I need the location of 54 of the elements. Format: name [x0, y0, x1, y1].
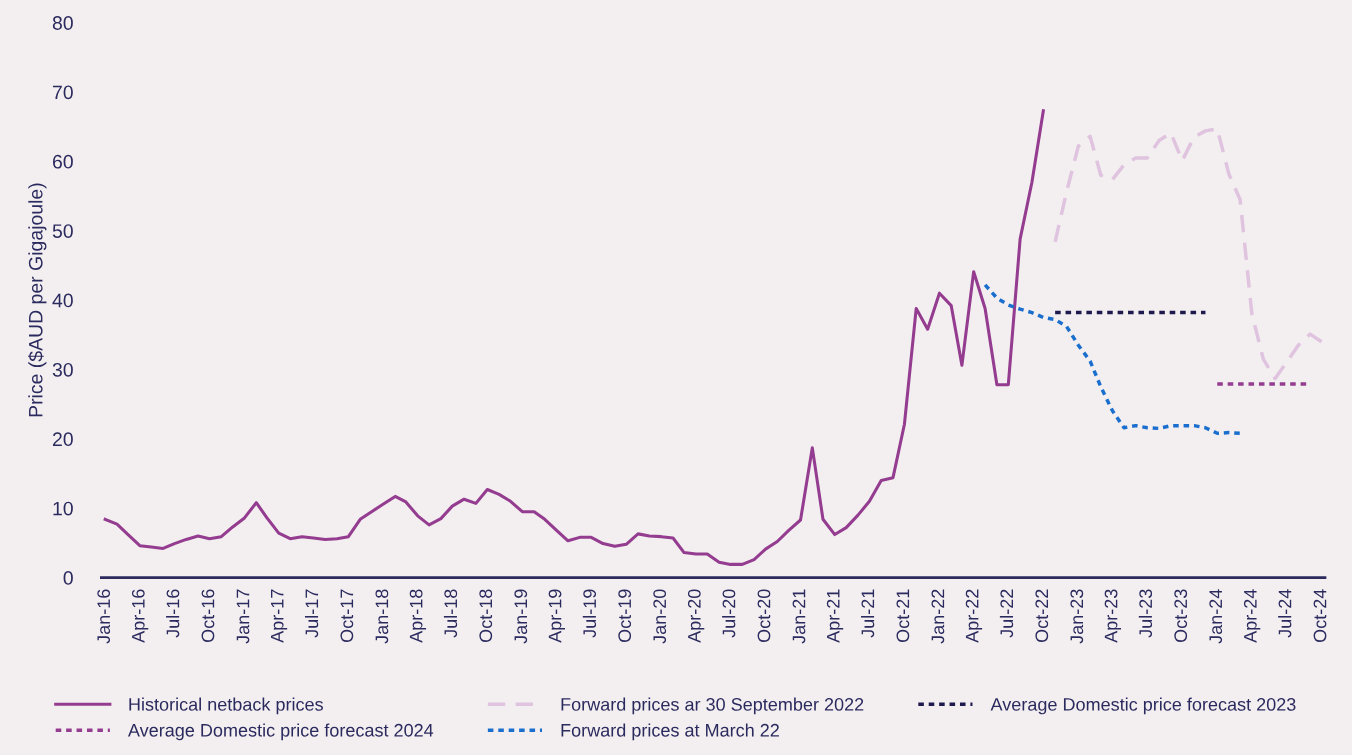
- x-tick-label: Oct-22: [1035, 589, 1049, 643]
- x-tick-label: Jul-23: [1138, 589, 1153, 638]
- x-tick-label: Oct-16: [201, 589, 215, 643]
- x-tick-label: Apr-16: [131, 589, 149, 643]
- x-tick-label: Jan-22: [931, 589, 945, 644]
- x-tick-label: Jan-19: [514, 589, 528, 644]
- x-tick-label: Jul-22: [999, 589, 1014, 638]
- x-tick-label: Jan-17: [236, 589, 250, 644]
- legend-label: Historical netback prices: [129, 697, 323, 715]
- x-tick-label: Oct-17: [340, 589, 354, 643]
- x-tick-label: Oct-23: [1174, 589, 1188, 643]
- y-tick-label: 50: [52, 224, 73, 238]
- x-tick-label: Jan-18: [375, 589, 389, 644]
- x-tick-label: Oct-24: [1313, 589, 1327, 643]
- x-tick-label: Apr-20: [687, 589, 705, 643]
- x-tick-label: Jul-24: [1278, 589, 1292, 638]
- x-tick-label: Apr-21: [826, 589, 844, 643]
- y-tick-label: 60: [52, 154, 73, 169]
- line-series: [983, 283, 1242, 436]
- y-tick-label: 10: [53, 501, 73, 516]
- legend-label: Forward prices at March 22: [561, 723, 779, 741]
- y-tick-label: 20: [52, 432, 73, 447]
- x-tick-label: Jul-16: [166, 589, 180, 638]
- x-tick-label: Apr-23: [1104, 589, 1122, 643]
- x-tick-label: Jul-19: [582, 589, 597, 638]
- x-tick-label: Oct-19: [618, 589, 632, 643]
- x-tick-label: Apr-24: [1243, 589, 1261, 643]
- legend-label: Average Domestic price forecast 2024: [127, 723, 434, 741]
- x-tick-label: Jan-23: [1070, 589, 1084, 644]
- legend-label: Forward prices ar 30 September 2022: [561, 697, 864, 715]
- y-tick-label: 30: [52, 362, 73, 377]
- line-series: [103, 109, 1045, 566]
- y-tick-label: 40: [52, 293, 73, 308]
- x-tick-label: Jan-20: [653, 589, 667, 644]
- y-tick-label: 80: [52, 16, 73, 30]
- x-tick-label: Jul-17: [304, 589, 319, 638]
- legend-label: Average Domestic price forecast 2023: [990, 697, 1296, 715]
- y-tick-label: 70: [52, 85, 73, 100]
- x-tick-label: Jan-24: [1209, 589, 1223, 644]
- x-tick-label: Oct-20: [757, 589, 771, 643]
- x-tick-label: Apr-17: [271, 589, 288, 643]
- x-tick-label: Jul-18: [443, 589, 458, 638]
- x-tick-label: Jul-21: [860, 589, 875, 638]
- x-tick-label: Jan-16: [97, 589, 111, 644]
- line-series: [1053, 127, 1324, 381]
- x-tick-label: Oct-21: [896, 589, 910, 643]
- x-tick-label: Oct-18: [479, 589, 493, 643]
- x-tick-label: Jan-21: [792, 589, 806, 644]
- x-tick-label: Apr-19: [548, 589, 565, 643]
- y-axis-title: Price ($AUD per Gigajoule): [28, 183, 47, 417]
- x-tick-label: Apr-18: [409, 589, 427, 643]
- x-tick-label: Apr-22: [965, 589, 983, 643]
- y-tick-label: 0: [63, 571, 73, 585]
- x-tick-label: Jul-20: [722, 589, 736, 638]
